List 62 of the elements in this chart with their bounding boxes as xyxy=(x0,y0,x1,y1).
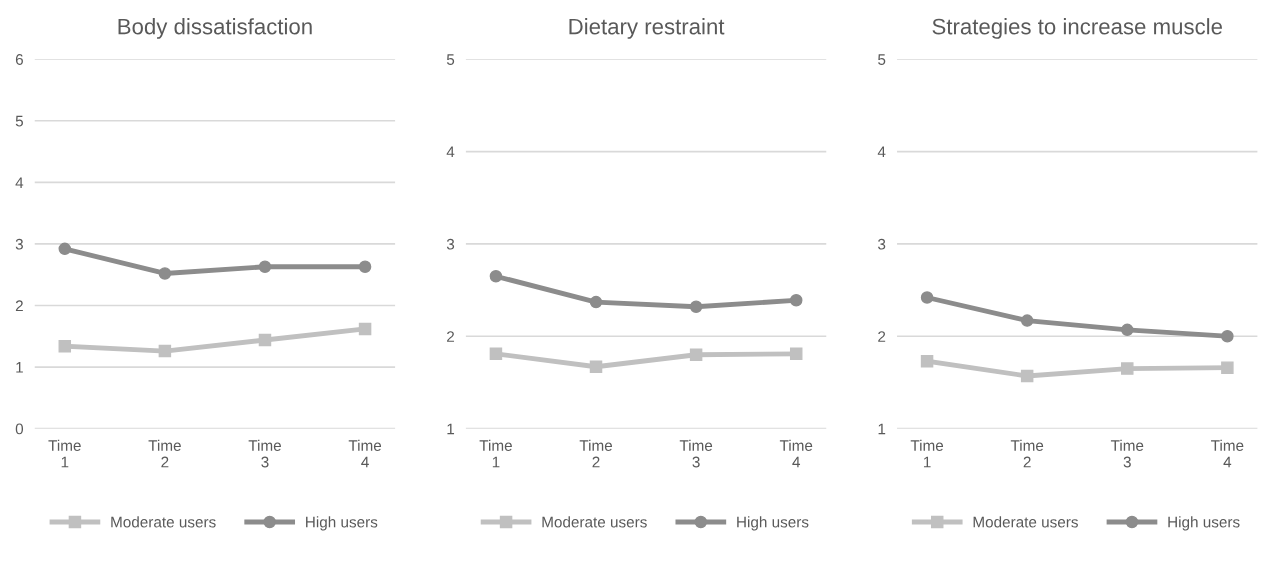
point xyxy=(1221,361,1234,374)
point xyxy=(358,260,372,273)
y-tick-label: 5 xyxy=(15,115,23,127)
point xyxy=(789,294,803,307)
legend-label: High users xyxy=(737,516,809,531)
point xyxy=(689,348,703,362)
chart-title: Body dissatisfaction xyxy=(118,18,312,39)
point xyxy=(358,322,372,336)
x-tick-label: Time 4 xyxy=(348,439,382,468)
y-tick-label: 2 xyxy=(878,331,886,342)
point xyxy=(1221,330,1234,343)
y-tick-label: 5 xyxy=(446,54,455,65)
y-tick-label: 4 xyxy=(15,177,24,188)
y-tick-label: 2 xyxy=(15,300,23,312)
chart-title: Strategies to increase muscle xyxy=(932,18,1222,39)
point xyxy=(158,267,172,280)
y-tick-label: 3 xyxy=(15,238,23,250)
legend-label: Moderate users xyxy=(973,516,1078,528)
x-tick-label: Time 3 xyxy=(1110,439,1144,468)
x-tick-label: Time 2 xyxy=(1010,439,1044,468)
y-tick-label: 4 xyxy=(446,146,455,158)
legend-label: High users xyxy=(306,516,378,531)
x-tick-label: Time 4 xyxy=(779,439,813,468)
point xyxy=(1020,314,1034,327)
y-tick-label: 1 xyxy=(16,362,23,373)
y-tick-label: 6 xyxy=(15,54,23,65)
y-tick-label: 0 xyxy=(15,423,24,435)
point xyxy=(1121,362,1134,375)
x-tick-label: Time 4 xyxy=(1211,439,1244,468)
x-tick-label: Time 3 xyxy=(679,439,713,468)
point xyxy=(158,344,172,358)
point xyxy=(589,360,603,374)
point xyxy=(489,347,503,361)
point xyxy=(789,347,803,361)
point xyxy=(1020,369,1034,383)
y-tick-label: 3 xyxy=(446,238,455,250)
point xyxy=(258,333,272,347)
x-tick-label: Time 1 xyxy=(910,439,944,468)
point xyxy=(58,339,72,353)
point xyxy=(1121,323,1134,337)
legend-label: Moderate users xyxy=(542,516,647,528)
point xyxy=(689,300,703,313)
y-tick-label: 3 xyxy=(878,238,886,250)
x-tick-label: Time 2 xyxy=(148,439,181,468)
x-tick-label: Time 3 xyxy=(248,439,281,468)
point xyxy=(258,260,272,273)
x-tick-label: Time 1 xyxy=(479,439,512,468)
y-tick-label: 2 xyxy=(447,331,455,342)
legend-label: High users xyxy=(1168,516,1240,531)
legend-label: Moderate users xyxy=(111,516,216,528)
y-tick-label: 5 xyxy=(878,54,886,65)
point xyxy=(589,295,603,309)
point xyxy=(58,242,72,256)
x-tick-label: Time 1 xyxy=(48,439,81,468)
y-tick-label: 1 xyxy=(447,423,455,435)
point xyxy=(920,354,934,368)
chart-title: Dietary restraint xyxy=(569,18,725,39)
y-tick-label: 4 xyxy=(877,146,886,158)
point xyxy=(920,291,934,304)
point xyxy=(489,270,503,283)
x-tick-label: Time 2 xyxy=(579,439,613,468)
y-tick-label: 1 xyxy=(878,423,886,435)
